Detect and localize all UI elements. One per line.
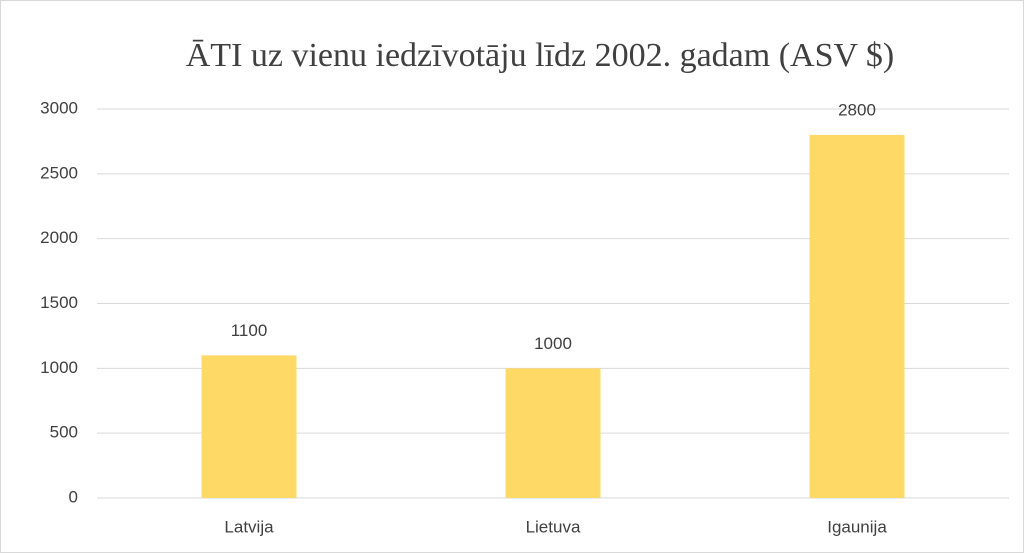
bar	[809, 134, 905, 498]
bar	[505, 368, 601, 498]
y-tick-label: 1000	[40, 358, 78, 377]
data-label: 1100	[231, 321, 268, 340]
y-tick-label: 1500	[40, 293, 78, 312]
x-tick-label: Latvija	[224, 517, 274, 536]
chart-title: ĀTI uz vienu iedzīvotāju līdz 2002. gada…	[186, 37, 895, 74]
bar	[201, 355, 297, 498]
y-tick-label: 3000	[40, 98, 78, 117]
data-label: 1000	[534, 334, 572, 353]
y-tick-label: 2500	[40, 163, 78, 182]
y-tick-label: 0	[69, 487, 78, 506]
x-tick-label: Igaunija	[827, 517, 887, 536]
data-label: 2800	[838, 100, 876, 119]
y-tick-label: 500	[50, 423, 78, 442]
x-tick-label: Lietuva	[526, 517, 581, 536]
y-tick-label: 2000	[40, 228, 78, 247]
